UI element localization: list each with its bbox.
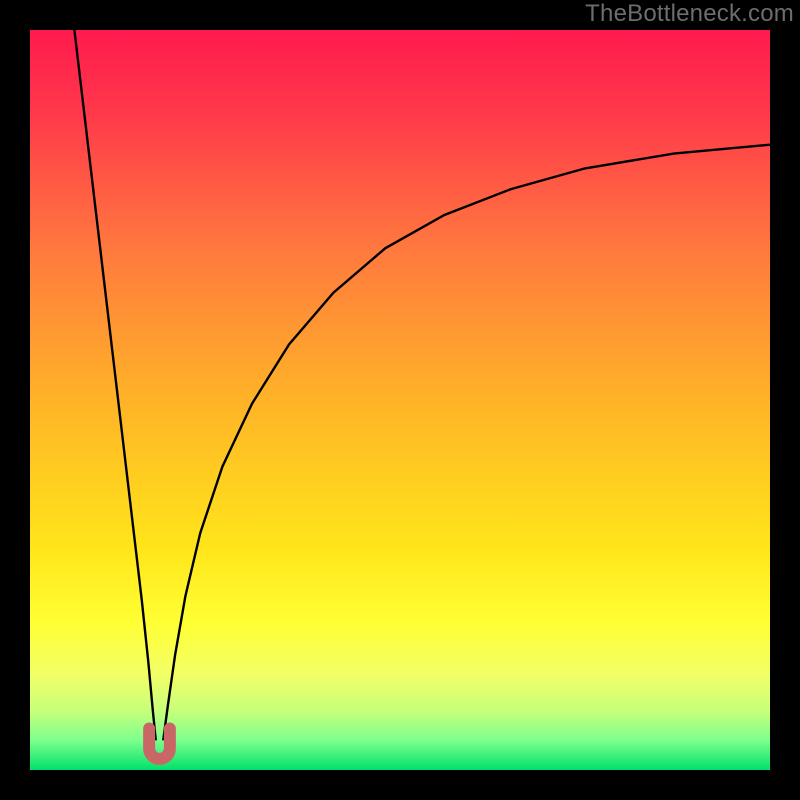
watermark-text: TheBottleneck.com [585, 0, 794, 28]
plot-svg [30, 30, 770, 770]
plot-area [30, 30, 770, 770]
chart-frame: TheBottleneck.com [0, 0, 800, 800]
gradient-background [30, 30, 770, 770]
